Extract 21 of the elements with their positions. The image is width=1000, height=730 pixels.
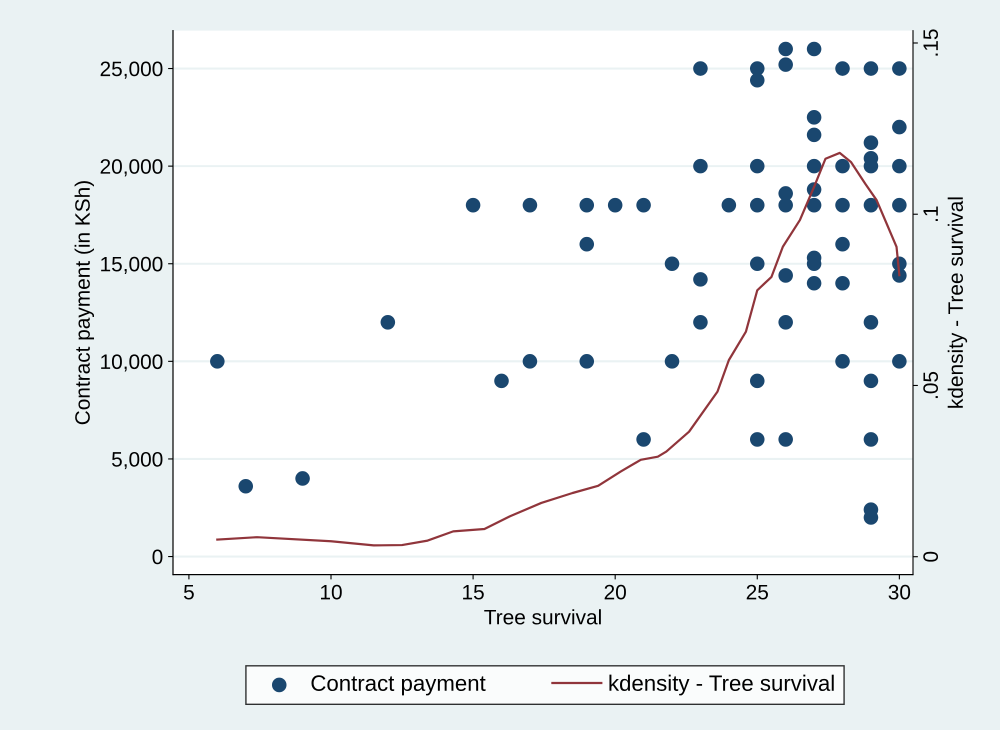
y2-tick-label: .1 — [923, 206, 938, 222]
y2-tick-label: 0 — [923, 552, 938, 562]
y2-axis-title: kdensity - Tree survival — [948, 197, 968, 408]
x-tick-label: 5 — [184, 584, 194, 600]
y-tick-label: 25,000 — [100, 62, 162, 79]
y-axis-title: Contract payment (in KSh) — [74, 181, 94, 424]
y-tick-label: 0 — [152, 550, 162, 564]
x-tick-label: 15 — [463, 584, 484, 600]
y2-tick-label: .05 — [923, 372, 938, 398]
x-axis-title: Tree survival — [484, 609, 601, 625]
x-tick-label: 25 — [746, 584, 768, 600]
legend-label: kdensity - Tree survival — [609, 674, 834, 696]
y2-tick-label: .15 — [923, 29, 938, 56]
y-tick-label: 5,000 — [112, 452, 162, 470]
x-tick-label: 10 — [321, 584, 342, 600]
x-tick-label: 20 — [604, 584, 626, 600]
y-tick-label: 10,000 — [101, 354, 162, 372]
y-tick-label: 15,000 — [101, 256, 162, 274]
y-tick-label: 20,000 — [100, 159, 162, 176]
legend-label: Contract payment — [311, 675, 486, 696]
x-tick-label: 30 — [888, 584, 910, 600]
